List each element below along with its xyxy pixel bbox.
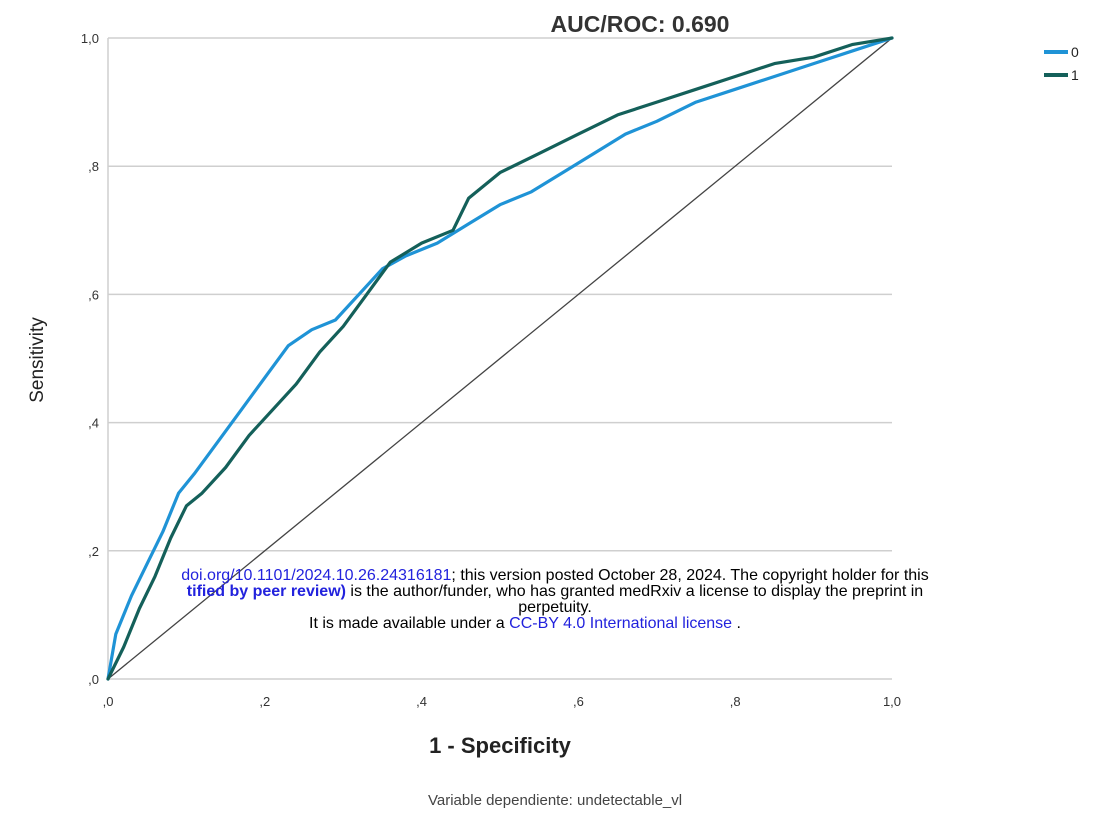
y-tick-label: ,6 (88, 287, 99, 302)
watermark-line-4-end: . (732, 615, 741, 632)
y-tick-labels: ,0 ,2 ,4 ,6 ,8 1,0 (81, 31, 99, 687)
watermark-line-4: It is made available under a CC-BY 4.0 I… (0, 616, 1115, 632)
y-tick-label: ,8 (88, 159, 99, 174)
preprint-watermark: doi.org/10.1101/2024.10.26.24316181; thi… (0, 568, 1115, 632)
watermark-line-2: tified by peer review) is the author/fun… (0, 584, 1115, 600)
gridlines (108, 37, 892, 552)
chart-title: AUC/ROC: 0.690 (551, 11, 730, 37)
watermark-line-1: doi.org/10.1101/2024.10.26.24316181; thi… (0, 568, 1115, 584)
dependent-variable-caption: Variable dependiente: undetectable_vl (428, 792, 682, 809)
legend-label-0: 0 (1071, 44, 1079, 60)
x-tick-label: ,0 (103, 694, 114, 709)
series-line-0 (106, 36, 894, 681)
watermark-line-4-text: It is made available under a (309, 615, 510, 632)
x-tick-label: ,4 (416, 694, 427, 709)
y-tick-label: ,0 (88, 672, 99, 687)
y-axis-title: Sensitivity (27, 317, 48, 403)
license-link[interactable]: CC-BY 4.0 International license (509, 615, 733, 632)
y-tick-label: ,2 (88, 544, 99, 559)
x-tick-label: ,8 (730, 694, 741, 709)
x-tick-label: ,2 (259, 694, 270, 709)
y-tick-label: 1,0 (81, 31, 99, 46)
y-tick-label: ,4 (88, 416, 99, 431)
x-tick-label: 1,0 (883, 694, 901, 709)
x-axis-title: 1 - Specificity (429, 733, 572, 758)
doi-link[interactable]: doi.org/10.1101/2024.10.26.24316181 (181, 567, 452, 584)
reference-diagonal (107, 37, 893, 680)
legend: 01 (1044, 44, 1079, 83)
series-line-1 (106, 36, 894, 681)
x-tick-label: ,6 (573, 694, 584, 709)
watermark-line-1-text: ; this version posted October 28, 2024. … (451, 567, 929, 584)
watermark-line-2-text: is the author/funder, who has granted me… (345, 583, 924, 600)
series-layer (106, 36, 894, 681)
peer-review-text: tified by peer review) (186, 583, 346, 600)
x-tick-labels: ,0 ,2 ,4 ,6 ,8 1,0 (103, 694, 901, 709)
legend-label-1: 1 (1071, 67, 1079, 83)
watermark-line-3: perpetuity. (518, 599, 592, 616)
